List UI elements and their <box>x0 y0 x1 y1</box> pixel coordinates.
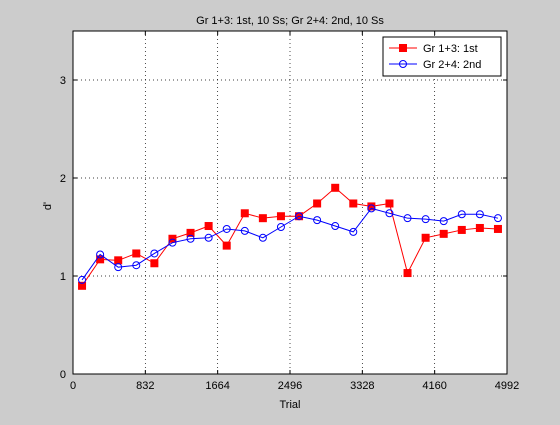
y-tick-label: 0 <box>60 369 66 381</box>
legend-box <box>382 36 502 77</box>
data-point <box>168 238 177 247</box>
x-tick-label: 2496 <box>278 380 302 392</box>
data-point <box>457 210 466 219</box>
data-point <box>295 212 304 221</box>
data-point <box>493 224 502 233</box>
x-tick-label: 1664 <box>205 380 229 392</box>
data-point <box>276 223 285 231</box>
data-point <box>367 202 376 211</box>
data-point <box>385 199 394 208</box>
data-point <box>439 229 448 238</box>
data-point <box>475 223 484 232</box>
plot-area <box>72 30 508 375</box>
data-point <box>349 199 358 208</box>
data-point <box>204 233 213 242</box>
grid <box>73 31 507 374</box>
data-point <box>367 204 376 213</box>
data-point <box>258 214 267 223</box>
data-point <box>331 222 340 231</box>
data-point <box>457 225 466 234</box>
legend-marker <box>399 44 407 52</box>
data-point <box>222 224 231 233</box>
series-layer <box>78 183 502 290</box>
x-tick-label: 4992 <box>495 380 519 392</box>
series-2 <box>78 204 502 284</box>
data-point <box>78 281 87 290</box>
data-point <box>114 263 123 272</box>
data-point <box>439 217 448 226</box>
data-point <box>240 226 249 235</box>
data-point <box>349 227 358 236</box>
data-point <box>150 249 159 258</box>
data-point <box>186 228 195 237</box>
data-point <box>331 183 340 192</box>
x-tick-label: 832 <box>136 380 154 392</box>
y-tick-label: 2 <box>60 173 66 185</box>
data-point <box>204 222 213 231</box>
data-point <box>96 250 105 259</box>
data-point <box>421 215 430 224</box>
data-point <box>240 209 249 218</box>
legend: Gr 1+3: 1st Gr 2+4: 2nd <box>382 36 502 77</box>
data-point <box>150 259 159 268</box>
y-tick-label: 3 <box>60 75 66 87</box>
data-point <box>385 209 394 218</box>
data-point <box>222 241 231 250</box>
data-point <box>114 256 123 265</box>
data-point <box>421 233 430 242</box>
data-point <box>475 210 484 219</box>
data-point <box>313 216 322 225</box>
ticks: 0 832 1664 2496 3328 4160 4992 0 1 2 3 <box>60 31 519 392</box>
data-point <box>132 249 141 258</box>
legend-marker <box>399 60 407 68</box>
y-axis-label: d' <box>42 202 54 210</box>
chart-title: Gr 1+3: 1st, 10 Ss; Gr 2+4: 2nd, 10 Ss <box>196 15 384 27</box>
x-tick-label: 4160 <box>422 380 446 392</box>
data-point <box>403 214 412 223</box>
data-point <box>493 214 502 223</box>
legend-label: Gr 1+3: 1st <box>423 43 478 55</box>
x-axis-label: Trial <box>280 399 301 411</box>
y-tick-label: 1 <box>60 271 66 283</box>
data-point <box>313 199 322 208</box>
data-point <box>258 233 267 242</box>
x-tick-label: 3328 <box>350 380 374 392</box>
data-point <box>132 261 141 270</box>
legend-label: Gr 2+4: 2nd <box>423 59 481 71</box>
data-point <box>276 212 285 221</box>
data-point <box>403 269 412 278</box>
data-point <box>186 234 195 243</box>
x-tick-label: 0 <box>70 380 76 392</box>
series-1 <box>78 183 502 290</box>
data-point <box>78 275 87 284</box>
